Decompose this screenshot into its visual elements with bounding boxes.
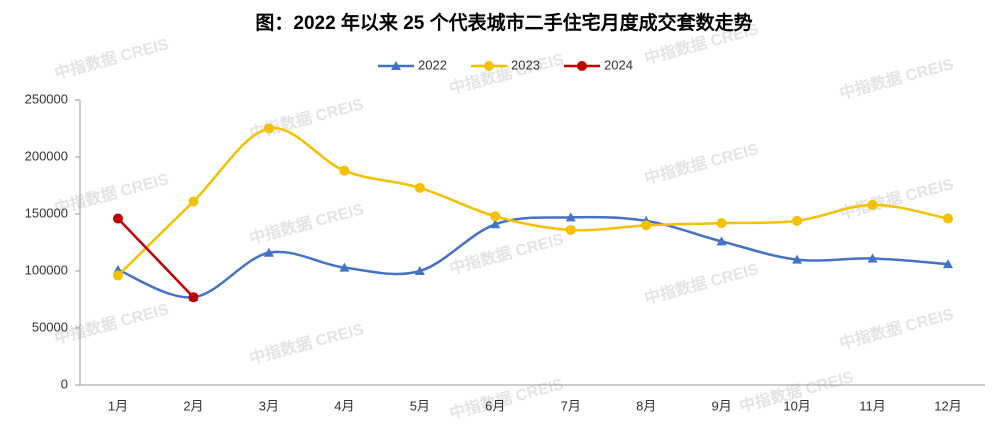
x-tick-label: 5月 <box>410 398 430 413</box>
x-tick-label: 1月 <box>108 398 128 413</box>
legend-marker <box>577 61 587 71</box>
x-tick-label: 8月 <box>636 398 656 413</box>
x-tick-label: 12月 <box>934 398 961 413</box>
legend-marker <box>484 61 494 71</box>
watermark: 中指数据 CREIS <box>837 304 956 353</box>
chart-title: 图：2022 年以来 25 个代表城市二手住宅月度成交套数走势 <box>255 11 752 34</box>
marker <box>263 247 274 257</box>
legend-label: 2024 <box>604 57 633 72</box>
watermark: 中指数据 CREIS <box>52 169 171 218</box>
y-tick-label: 50000 <box>32 319 68 334</box>
watermark: 中指数据 CREIS <box>447 229 566 278</box>
marker <box>490 211 501 222</box>
watermark: 中指数据 CREIS <box>52 299 171 348</box>
marker <box>867 253 878 263</box>
marker <box>565 224 576 235</box>
series-line <box>117 217 195 299</box>
marker <box>339 165 350 176</box>
y-tick-label: 200000 <box>25 148 68 163</box>
marker <box>414 182 425 193</box>
y-tick-label: 0 <box>61 376 68 391</box>
watermark: 中指数据 CREIS <box>447 49 566 98</box>
series-line <box>117 215 949 299</box>
watermark: 中指数据 CREIS <box>52 34 171 83</box>
legend-label: 2023 <box>511 57 540 72</box>
x-tick-label: 11月 <box>859 398 886 413</box>
legend-marker <box>391 61 401 70</box>
watermark: 中指数据 CREIS <box>247 94 366 143</box>
watermark: 中指数据 CREIS <box>642 139 761 188</box>
marker <box>565 212 576 222</box>
watermark: 中指数据 CREIS <box>247 319 366 368</box>
marker <box>188 292 199 303</box>
marker <box>113 270 123 281</box>
marker <box>716 218 727 229</box>
marker <box>943 259 953 269</box>
watermark: 中指数据 CREIS <box>247 199 366 248</box>
marker <box>867 199 878 210</box>
x-tick-label: 9月 <box>712 398 732 413</box>
x-tick-label: 4月 <box>334 398 354 413</box>
marker <box>414 266 425 275</box>
watermark: 中指数据 CREIS <box>447 374 566 423</box>
marker <box>792 254 803 264</box>
x-tick-label: 3月 <box>259 398 279 413</box>
watermark: 中指数据 CREIS <box>642 259 761 308</box>
marker <box>188 196 199 207</box>
marker <box>263 123 274 134</box>
legend-label: 2022 <box>418 57 447 72</box>
marker <box>943 213 953 224</box>
x-tick-label: 6月 <box>485 398 505 413</box>
y-tick-label: 150000 <box>25 205 68 220</box>
marker <box>113 213 123 224</box>
marker <box>716 236 727 246</box>
x-tick-label: 2月 <box>183 398 203 413</box>
marker <box>490 219 501 229</box>
y-tick-label: 100000 <box>25 262 68 277</box>
x-tick-label: 7月 <box>561 398 581 413</box>
marker <box>641 220 652 231</box>
marker <box>339 262 350 272</box>
marker <box>792 215 803 226</box>
y-tick-label: 250000 <box>25 91 68 106</box>
x-tick-label: 10月 <box>783 398 810 413</box>
watermark: 中指数据 CREIS <box>837 54 956 103</box>
